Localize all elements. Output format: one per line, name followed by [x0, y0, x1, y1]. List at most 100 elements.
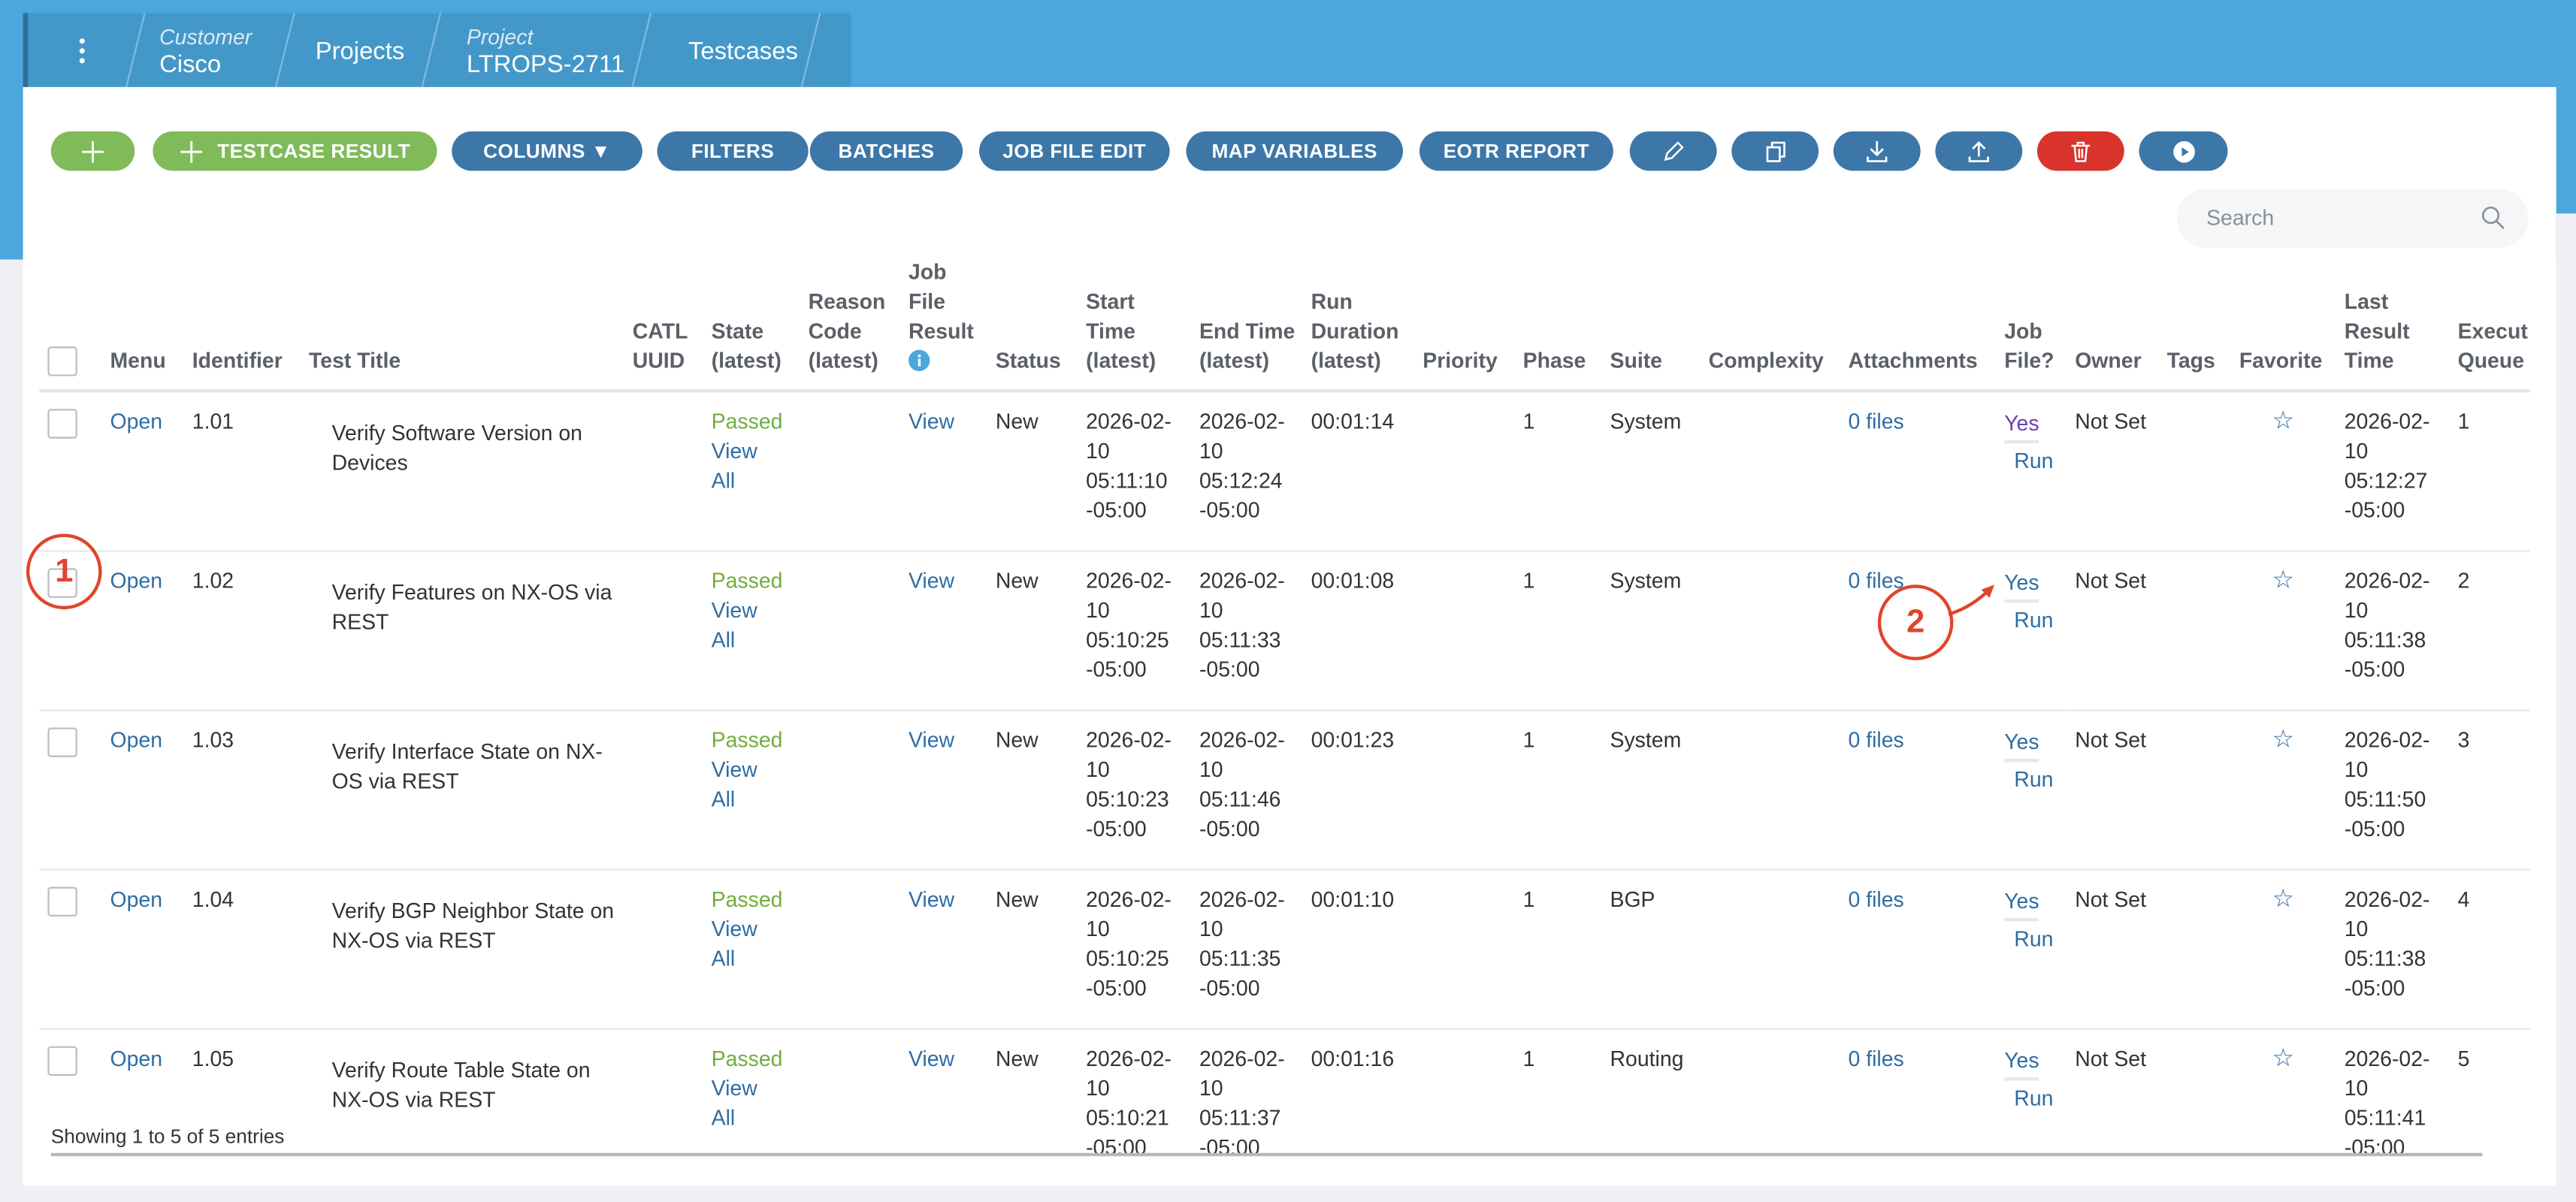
- columns-dropdown[interactable]: COLUMNS ▼: [452, 131, 642, 171]
- job-file-run-link[interactable]: Run: [2014, 1086, 2054, 1110]
- map-variables-button[interactable]: MAP VARIABLES: [1186, 131, 1404, 171]
- select-all-checkbox[interactable]: [47, 346, 77, 376]
- job-file-yes-link[interactable]: Yes: [2004, 1046, 2039, 1081]
- filters-button[interactable]: FILTERS: [657, 131, 809, 171]
- job-file-run-link[interactable]: Run: [2014, 448, 2054, 473]
- open-link[interactable]: Open: [110, 1046, 163, 1071]
- column-header-label: Reason Code (latest): [808, 288, 886, 373]
- state-view-link[interactable]: View: [711, 916, 757, 941]
- column-header-status[interactable]: Status: [987, 258, 1078, 393]
- column-header-job-file-result[interactable]: Job File Result: [900, 258, 987, 393]
- horizontal-scrollbar[interactable]: [50, 1152, 2483, 1157]
- column-header-catl-uuid[interactable]: CATL UUID: [624, 258, 703, 393]
- attachments-link[interactable]: 0 files: [1848, 568, 1904, 593]
- column-header-identifier[interactable]: Identifier: [183, 258, 301, 393]
- job-file-yes-link[interactable]: Yes: [2004, 727, 2039, 763]
- open-link[interactable]: Open: [110, 727, 163, 753]
- state-all-link[interactable]: All: [711, 946, 736, 971]
- job-file-run-link[interactable]: Run: [2014, 766, 2054, 792]
- identifier: 1.05: [192, 1046, 234, 1071]
- state-all-link[interactable]: All: [711, 787, 736, 811]
- state-view-link[interactable]: View: [711, 438, 757, 464]
- column-header-job-file[interactable]: Job File?: [1996, 258, 2067, 393]
- job-file-result-view-link[interactable]: View: [908, 886, 955, 912]
- column-header-complexity[interactable]: Complexity: [1700, 258, 1840, 393]
- batches-button[interactable]: BATCHES: [809, 131, 963, 171]
- add-button[interactable]: [50, 131, 135, 171]
- column-header-select-all[interactable]: [39, 258, 102, 393]
- column-header-phase[interactable]: Phase: [1514, 258, 1602, 393]
- job-file-yes-link[interactable]: Yes: [2004, 568, 2039, 603]
- column-header-run-duration[interactable]: Run Duration (latest): [1302, 258, 1415, 393]
- column-header-tags[interactable]: Tags: [2158, 258, 2231, 393]
- table-row: Open 1.01 Verify Software Version on Devic…: [39, 391, 2530, 552]
- info-icon[interactable]: [908, 349, 930, 372]
- attachments-link[interactable]: 0 files: [1848, 727, 1904, 753]
- delete-button[interactable]: [2036, 131, 2124, 171]
- row-checkbox[interactable]: [47, 727, 77, 757]
- eotr-report-button[interactable]: EOTR REPORT: [1419, 131, 1613, 171]
- job-file-result-view-link[interactable]: View: [908, 409, 955, 434]
- job-file-result-view-link[interactable]: View: [908, 568, 955, 593]
- last-result-time: 2026-02-10 05:11:38 -05:00: [2344, 568, 2430, 682]
- column-header-attachments[interactable]: Attachments: [1840, 258, 1997, 393]
- column-header-menu[interactable]: Menu: [101, 258, 184, 393]
- main-panel: TESTCASE RESULT COLUMNS ▼ FILTERS BATCHE…: [23, 86, 2556, 1186]
- column-header-favorite[interactable]: Favorite: [2230, 258, 2336, 393]
- column-header-test-title[interactable]: Test Title: [301, 258, 624, 393]
- column-header-last-result-time[interactable]: Last Result Time: [2336, 258, 2450, 393]
- run-button[interactable]: [2139, 131, 2228, 171]
- vertical-scrollbar[interactable]: [2556, 86, 2576, 214]
- end-time: 2026-02-10 05:12:24 -05:00: [1199, 409, 1285, 523]
- row-checkbox[interactable]: [47, 1046, 77, 1076]
- state-view-link[interactable]: View: [711, 757, 757, 782]
- state-view-link[interactable]: View: [711, 597, 757, 623]
- open-link[interactable]: Open: [110, 409, 163, 434]
- star-outline-icon[interactable]: ☆: [2272, 407, 2294, 436]
- copy-button[interactable]: [1731, 131, 1819, 171]
- row-checkbox[interactable]: [47, 409, 77, 439]
- column-header-start-time[interactable]: Start Time (latest): [1078, 258, 1192, 393]
- state-all-link[interactable]: All: [711, 627, 736, 652]
- column-header-priority[interactable]: Priority: [1414, 258, 1515, 393]
- job-file-run-link[interactable]: Run: [2014, 607, 2054, 633]
- attachments-link[interactable]: 0 files: [1848, 409, 1904, 434]
- run-duration: 00:01:14: [1311, 409, 1395, 434]
- star-outline-icon[interactable]: ☆: [2272, 885, 2294, 914]
- star-outline-icon[interactable]: ☆: [2272, 566, 2294, 595]
- pencil-icon: [1664, 140, 1684, 161]
- job-file-run-link[interactable]: Run: [2014, 926, 2054, 951]
- attachments-link[interactable]: 0 files: [1848, 886, 1904, 912]
- add-testcase-result-button[interactable]: TESTCASE RESULT: [153, 131, 437, 171]
- job-file-result-view-link[interactable]: View: [908, 1046, 955, 1071]
- state-all-link[interactable]: All: [711, 1105, 736, 1131]
- state-view-link[interactable]: View: [711, 1075, 757, 1101]
- suite: Routing: [1610, 1046, 1684, 1071]
- search-icon[interactable]: [2481, 205, 2505, 230]
- column-header-state[interactable]: State (latest): [703, 258, 800, 393]
- edit-button[interactable]: [1629, 131, 1717, 171]
- state-all-link[interactable]: All: [711, 468, 736, 493]
- column-header-suite[interactable]: Suite: [1601, 258, 1701, 393]
- star-outline-icon[interactable]: ☆: [2272, 726, 2294, 754]
- table-header: Menu Identifier Test Title CATL UUID State (…: [39, 258, 2530, 393]
- column-header-reason-code[interactable]: Reason Code (latest): [800, 258, 901, 393]
- open-link[interactable]: Open: [110, 886, 163, 912]
- job-file-edit-button[interactable]: JOB FILE EDIT: [978, 131, 1170, 171]
- end-time: 2026-02-10 05:11:46 -05:00: [1199, 727, 1285, 841]
- column-header-execution-queue[interactable]: Execut Queue: [2449, 258, 2530, 393]
- column-header-owner[interactable]: Owner: [2067, 258, 2159, 393]
- job-file-yes-link[interactable]: Yes: [2004, 887, 2039, 922]
- attachments-link[interactable]: 0 files: [1848, 1046, 1904, 1071]
- upload-button[interactable]: [1935, 131, 2023, 171]
- run-duration: 00:01:08: [1311, 568, 1395, 593]
- job-file-yes-link[interactable]: Yes: [2004, 409, 2039, 444]
- column-header-end-time[interactable]: End Time (latest): [1191, 258, 1303, 393]
- search-input[interactable]: [2203, 204, 2473, 232]
- download-button[interactable]: [1833, 131, 1921, 171]
- job-file-result-view-link[interactable]: View: [908, 727, 955, 753]
- row-checkbox[interactable]: [47, 886, 77, 917]
- star-outline-icon[interactable]: ☆: [2272, 1044, 2294, 1073]
- open-link[interactable]: Open: [110, 568, 163, 593]
- entries-info: Showing 1 to 5 of 5 entries: [50, 1125, 285, 1149]
